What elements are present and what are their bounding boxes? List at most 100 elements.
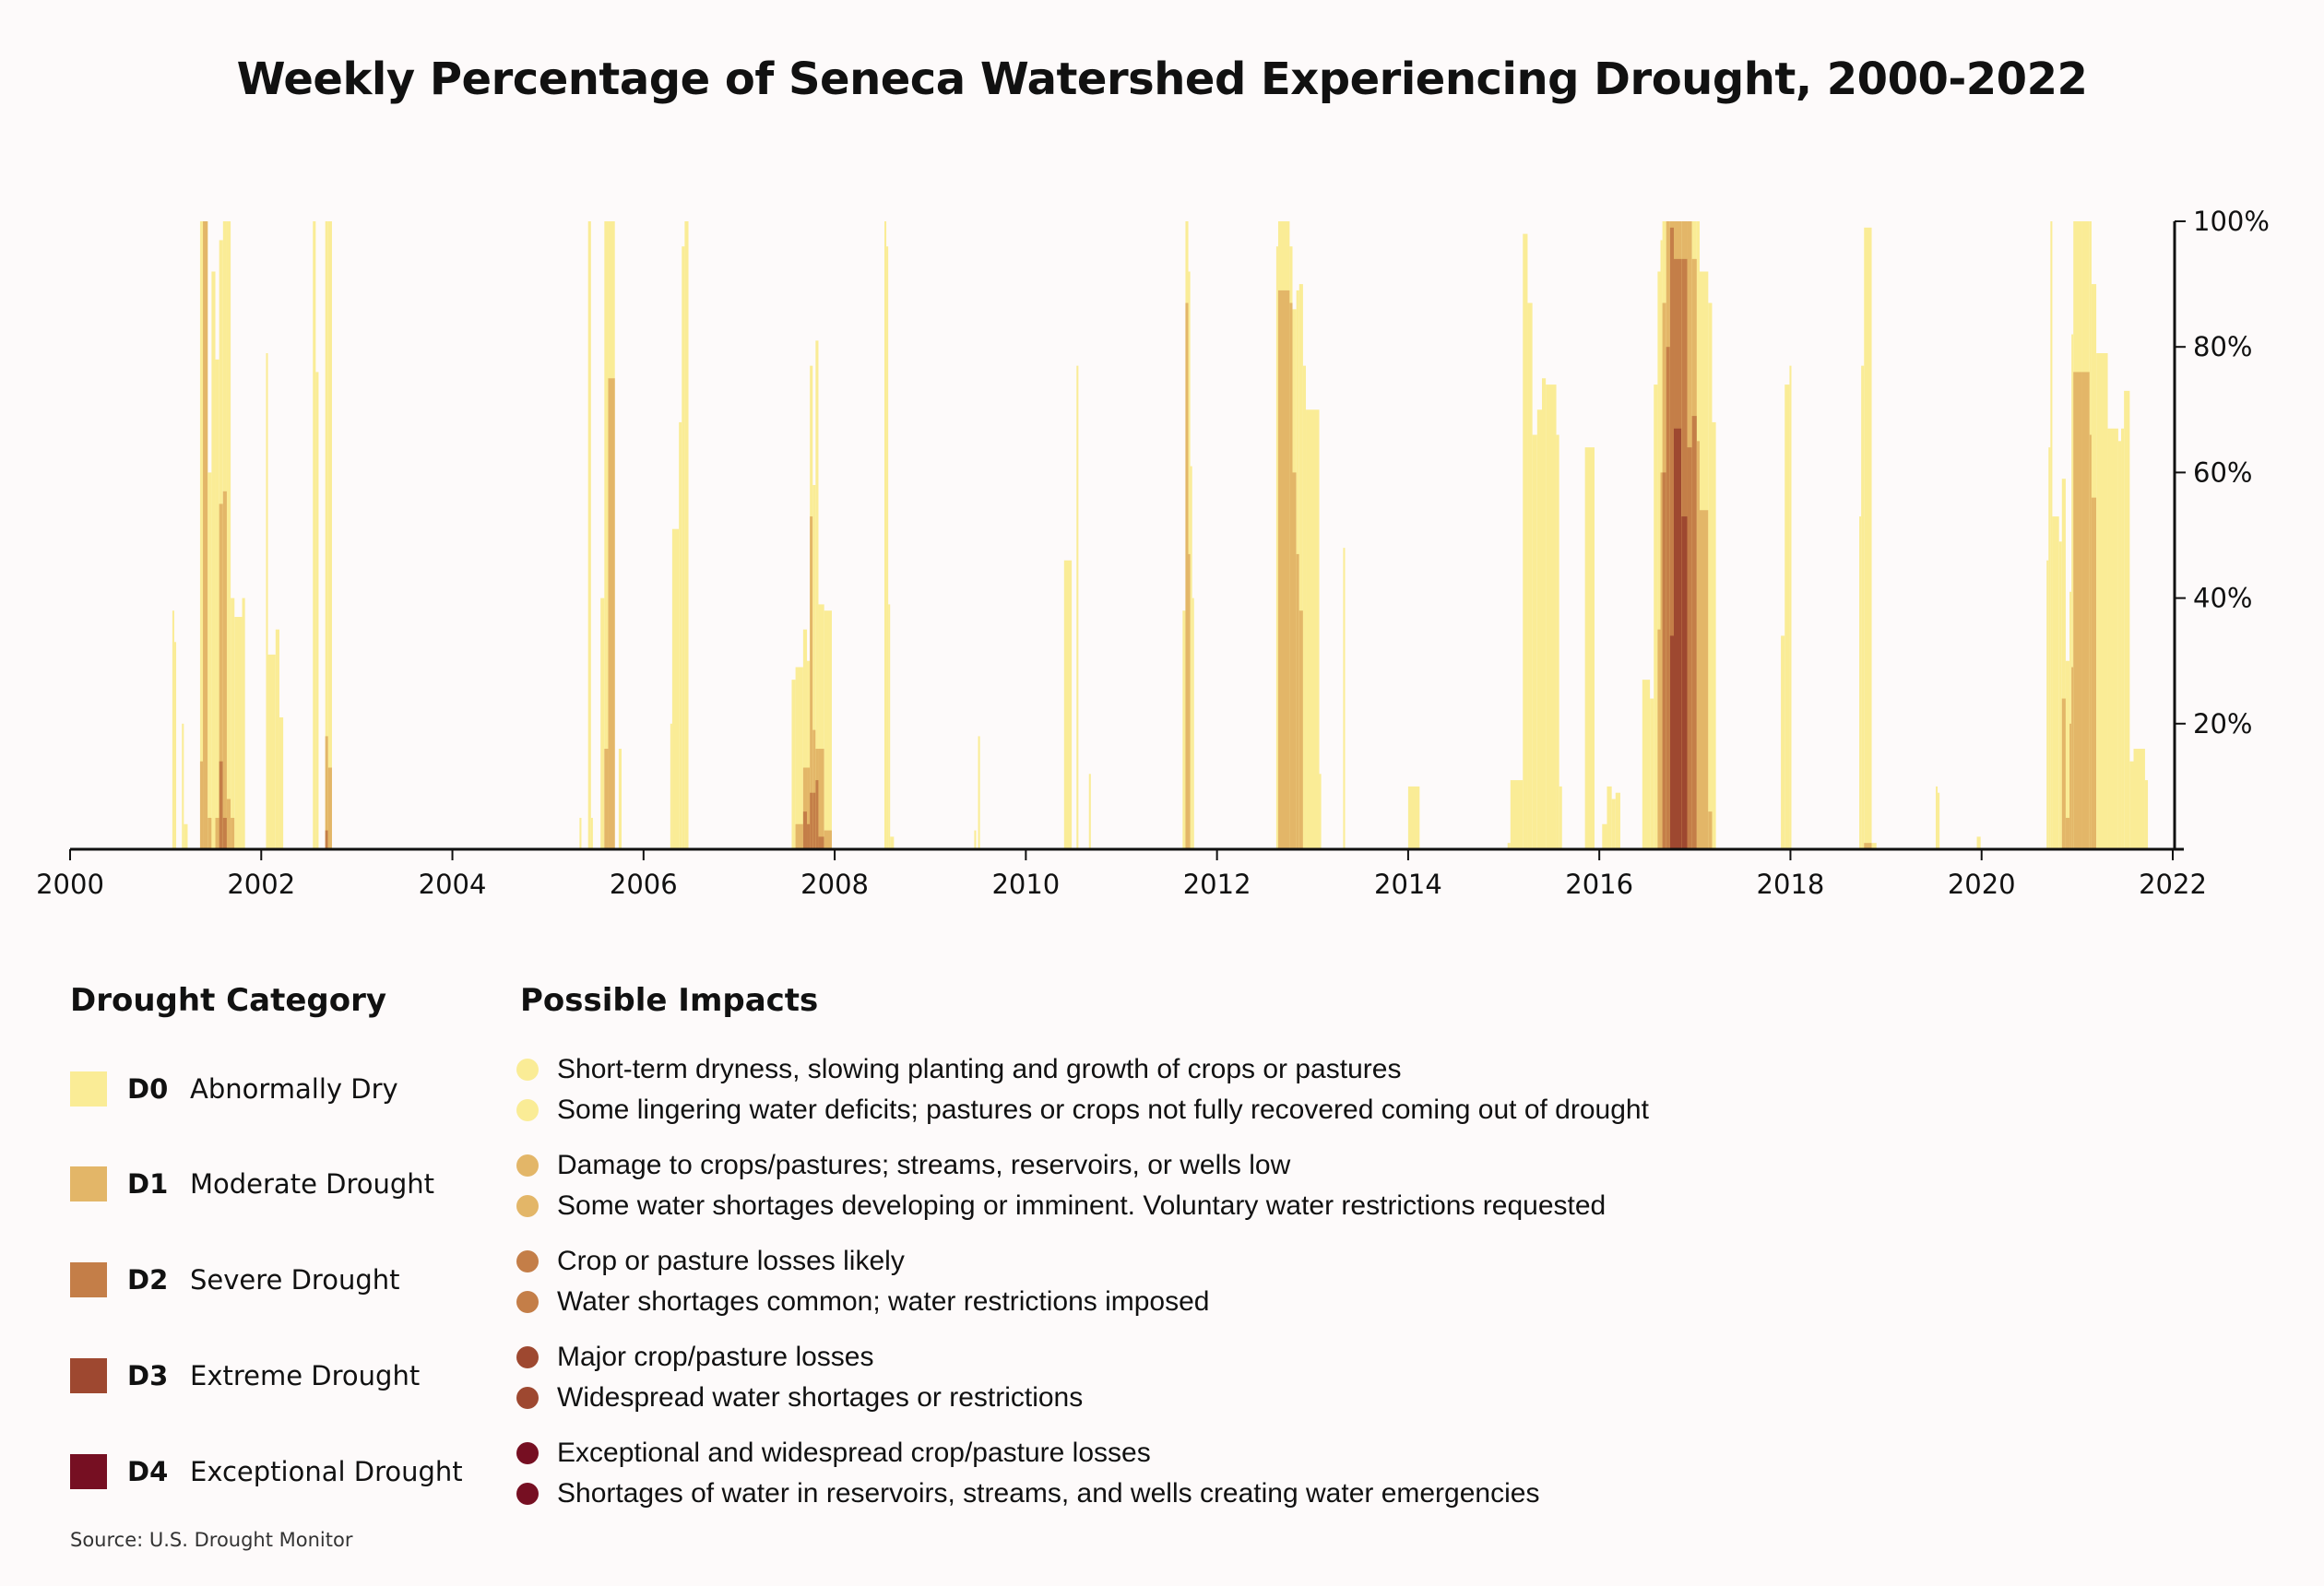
bar-d0-40 xyxy=(812,485,816,849)
bar-d0-29 xyxy=(618,749,622,849)
bar-d0-115 xyxy=(2061,479,2066,849)
bar-d0-106 xyxy=(1871,843,1877,849)
bars-layer xyxy=(172,221,2149,850)
bar-d0-2 xyxy=(182,723,184,849)
bar-d0-45 xyxy=(886,246,889,849)
bar-d0-125 xyxy=(2117,441,2122,849)
bar-d1-98 xyxy=(1708,811,1713,849)
category-code: D4 xyxy=(127,1456,169,1487)
bullet-dot-icon xyxy=(516,1059,539,1081)
category-name: Moderate Drought xyxy=(190,1168,435,1200)
bar-d1-5 xyxy=(203,221,208,849)
bar-d0-38 xyxy=(807,660,811,849)
impact-group-d4: Exceptional and widespread crop/pasture … xyxy=(516,1433,1539,1514)
bar-d0-74 xyxy=(1536,409,1542,849)
bar-d0-12 xyxy=(231,598,235,849)
bar-d0-87 xyxy=(1657,271,1661,850)
bar-d0-107 xyxy=(1935,786,1939,849)
bar-d1-12 xyxy=(231,817,235,849)
y-tick-label: 20% xyxy=(2193,708,2252,740)
bar-d0-16 xyxy=(267,654,276,849)
bar-d0-80 xyxy=(1602,823,1607,849)
bar-d0-36 xyxy=(795,667,803,849)
bar-d2-95 xyxy=(1691,416,1697,849)
bar-d3-91 xyxy=(1669,635,1675,849)
bar-d0-110 xyxy=(2046,560,2049,849)
bullet-dot-icon xyxy=(516,1387,539,1409)
bar-d2-38 xyxy=(807,823,811,849)
bar-d0-104 xyxy=(1861,365,1865,849)
bar-d2-10 xyxy=(222,817,227,849)
bar-d0-84 xyxy=(1642,680,1651,849)
bar-d1-9 xyxy=(219,503,223,849)
y-tick-label: 100% xyxy=(2193,206,2270,237)
impact-text: Crop or pasture losses likely xyxy=(557,1246,905,1276)
bar-d0-127 xyxy=(2124,390,2130,849)
bar-d1-97 xyxy=(1700,510,1709,849)
bar-d0-112 xyxy=(2050,221,2053,849)
impact-group-d3: Major crop/pasture losses Widespread wat… xyxy=(516,1337,1083,1418)
bar-d0-21 xyxy=(325,221,328,849)
bar-d0-48 xyxy=(974,830,977,849)
bar-d1-8 xyxy=(215,817,219,849)
bar-d2-90 xyxy=(1666,347,1670,849)
swatch-d3 xyxy=(70,1358,107,1393)
category-code: D1 xyxy=(127,1168,169,1200)
impact-item: Widespread water shortages or restrictio… xyxy=(516,1378,1083,1418)
bar-d0-111 xyxy=(2048,447,2051,849)
bar-d0-32 xyxy=(679,421,682,849)
swatch-d4 xyxy=(70,1454,107,1489)
bar-d0-108 xyxy=(1938,792,1940,849)
x-tick-label: 2014 xyxy=(1374,869,1442,900)
bar-d0-123 xyxy=(2096,353,2108,849)
bar-d2-21 xyxy=(325,830,328,849)
impact-item: Short-term dryness, slowing planting and… xyxy=(516,1049,1649,1090)
bar-d0-57 xyxy=(1192,598,1194,849)
bar-d1-21 xyxy=(325,736,328,849)
legend-item-d3: D3 Extreme Drought xyxy=(70,1357,420,1394)
impact-group-d2: Crop or pasture losses likely Water shor… xyxy=(516,1241,1209,1322)
possible-impacts-heading: Possible Impacts xyxy=(520,982,819,1019)
impact-text: Some water shortages developing or immin… xyxy=(557,1190,1607,1221)
category-code: D3 xyxy=(127,1360,169,1391)
bar-d3-92 xyxy=(1674,428,1682,849)
bar-d0-128 xyxy=(2129,761,2134,849)
bar-d2-89 xyxy=(1662,472,1666,849)
bar-d1-36 xyxy=(795,823,803,849)
bar-d0-7 xyxy=(211,271,216,850)
category-name: Severe Drought xyxy=(190,1264,400,1296)
bar-d0-41 xyxy=(815,340,819,849)
bar-d0-53 xyxy=(1182,610,1186,849)
impact-text: Widespread water shortages or restrictio… xyxy=(557,1382,1084,1413)
bullet-dot-icon xyxy=(516,1099,539,1121)
bar-d0-63 xyxy=(1298,284,1303,850)
impact-item: Major crop/pasture losses xyxy=(516,1337,1083,1378)
bar-d0-34 xyxy=(684,221,689,849)
bar-d0-73 xyxy=(1532,434,1537,849)
category-code: D0 xyxy=(127,1073,169,1105)
bar-d0-102 xyxy=(1789,365,1792,849)
bar-d1-63 xyxy=(1298,610,1303,849)
bar-d0-85 xyxy=(1650,698,1654,849)
bar-d1-6 xyxy=(208,817,212,849)
bar-d0-101 xyxy=(1784,385,1790,849)
impact-text: Some lingering water deficits; pastures … xyxy=(557,1095,1649,1125)
category-name: Extreme Drought xyxy=(190,1360,421,1391)
bar-d2-9 xyxy=(219,761,223,849)
bar-d0-42 xyxy=(818,604,824,849)
bar-d0-49 xyxy=(978,736,980,849)
x-tick-label: 2008 xyxy=(800,869,869,900)
bar-d1-120 xyxy=(2081,372,2090,849)
bar-d0-69 xyxy=(1507,843,1511,849)
bar-d1-4 xyxy=(199,761,204,849)
bar-d0-23 xyxy=(579,817,582,849)
bullet-dot-icon xyxy=(516,1250,539,1272)
bar-d0-118 xyxy=(2071,334,2074,850)
source-note: Source: U.S. Drought Monitor xyxy=(70,1529,353,1551)
x-tick-label: 2012 xyxy=(1183,869,1251,900)
bar-d0-50 xyxy=(1063,560,1073,849)
bar-d0-82 xyxy=(1611,799,1616,849)
bar-d1-40 xyxy=(812,729,816,849)
bar-d0-114 xyxy=(2058,541,2062,849)
bar-d1-62 xyxy=(1296,553,1299,849)
